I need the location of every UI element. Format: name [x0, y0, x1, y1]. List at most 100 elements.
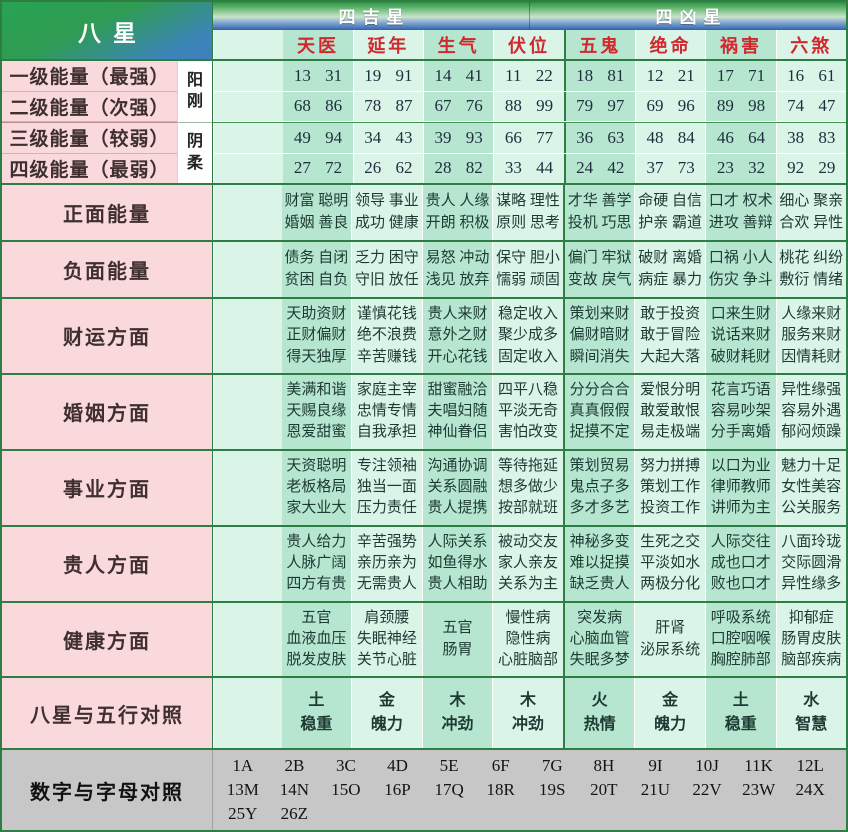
five-elements-values: 土 稳重金 魄力木 冲劲木 冲劲火 热情金 魄力土 稳重水 智慧: [212, 678, 847, 749]
energy-level-label: 四级能量（最弱）: [2, 153, 177, 183]
energy-number-pair: 36 63: [563, 123, 635, 153]
aspect-value-cell: 才华 善学 投机 巧思: [562, 185, 635, 240]
number-letter-pair: 16P: [384, 780, 411, 800]
aspect-value-cell: 破财 离婚 病症 暴力: [634, 242, 705, 297]
star-name-row: 天医 延年 生气 伏位 五鬼 绝命 祸害 六煞: [213, 29, 846, 59]
number-letter-label: 数字与字母对照: [30, 781, 184, 804]
aspect-label: 事业方面: [2, 450, 212, 525]
energy-number-pair: 14 41: [422, 61, 494, 91]
energy-number-pair: 17 71: [705, 61, 776, 91]
aspect-value-cell: 努力拼搏 策划工作 投资工作: [634, 450, 705, 525]
aspect-value-cell: 突发病 心脑血管 失眠多梦: [562, 602, 635, 677]
number-letter-pair: 4D: [387, 756, 408, 776]
aspect-label: 正面能量: [2, 185, 212, 240]
energy-number-pair: 74 47: [775, 91, 846, 121]
energy-number-pair: 16 61: [775, 61, 846, 91]
energy-value-row: 13 31 19 91 14 41 11 22 18 81 12 21 17 71 16 61: [213, 61, 846, 92]
aspect-value-cell: 天助资财 正财偏财 得天独厚: [281, 299, 352, 373]
energy-number-pair: 49 94: [283, 123, 353, 153]
auspicious-group-label: 四吉星: [338, 8, 411, 27]
number-letter-pair: 1A: [232, 756, 254, 776]
energy-number-pair: 18 81: [563, 61, 635, 91]
five-elements-row: 八星与五行对照 土 稳重金 魄力木 冲劲木 冲劲火 热情金 魄力土 稳重水 智慧: [2, 676, 847, 749]
aspect-value-cell: 被动交友 家人亲友 关系为主: [492, 526, 563, 601]
energy-number-pair: 78 87: [352, 91, 423, 121]
energy-section: 一级能量（最强） 二级能量（次强） 三级能量（较弱） 四级能量（最弱） 阳 刚 阴 柔…: [2, 59, 846, 183]
aspect-row: 婚姻方面 美满和谐 天赐良缘 恩爱甜蜜 家庭主宰 忠情专情 自我承担 甜蜜融洽 夫唱…: [2, 372, 847, 449]
aspect-value-cell: 领导 事业 成功 健康: [351, 185, 422, 240]
star-name-cell: 延年: [352, 30, 423, 59]
energy-value-row: 27 72 26 62 28 82 33 44 24 42 37 73 23 32 92 29: [213, 153, 846, 183]
aspect-value-cell: 策划来财 偏财暗财 瞬间消失: [562, 299, 635, 373]
star-name-cell: 天医: [283, 30, 353, 59]
number-letter-pair: 17Q: [434, 780, 464, 800]
energy-number-pair: 13 31: [283, 61, 353, 91]
table-title: 八星: [2, 2, 212, 59]
aspect-value-row: 贵人给力 人脉广阔 四方有贵 辛苦强势 亲历亲为 无需贵人 人际关系 如鱼得水 贵人…: [212, 526, 847, 601]
aspect-value-cell: 债务 自闭 贫困 自负: [281, 242, 352, 297]
aspect-value-cell: 人际关系 如鱼得水 贵人相助: [421, 526, 493, 601]
star-name-cell: 伏位: [493, 30, 564, 59]
yin-yang-column: 阳 刚 阴 柔: [177, 61, 212, 183]
energy-number-pair: 19 91: [352, 61, 423, 91]
yin-rou-label: 阴 柔: [186, 133, 203, 172]
number-letter-pair: 2B: [284, 756, 305, 776]
energy-level-label: 三级能量（较弱）: [2, 122, 177, 154]
aspect-value-cell: 天资聪明 老板格局 家大业大: [281, 450, 352, 525]
energy-number-pair: 38 83: [775, 123, 846, 153]
aspect-value-cell: 命硬 自信 护亲 霸道: [634, 185, 705, 240]
aspect-label: 婚姻方面: [2, 374, 212, 449]
energy-number-pair: 88 99: [493, 91, 564, 121]
aspect-value-cell: 口祸 小人 伤灾 争斗: [704, 242, 776, 297]
aspect-value-cell: 财富 聪明 婚姻 善良: [281, 185, 352, 240]
aspect-value-cell: 人缘来财 服务来财 因情耗财: [775, 299, 847, 373]
aspect-value-cell: 谋略 理性 原则 思考: [492, 185, 563, 240]
number-letter-pair: 26Z: [280, 804, 309, 824]
number-letter-pair: 20T: [590, 780, 618, 800]
number-letter-pair: 23W: [742, 780, 776, 800]
number-letter-pair: 18R: [486, 780, 515, 800]
aspect-value-cell: 魅力十足 女性美容 公关服务: [775, 450, 847, 525]
number-letter-pair: 3C: [336, 756, 356, 776]
energy-number-pair: 34 43: [352, 123, 423, 153]
number-letter-pair: 8H: [593, 756, 615, 776]
aspect-value-cell: 等待拖延 想多做少 按部就班: [492, 450, 563, 525]
five-element-cell: 水 智慧: [775, 678, 847, 749]
energy-number-pair: 79 97: [563, 91, 635, 121]
aspect-row: 事业方面 天资聪明 老板格局 家大业大 专注领袖 独当一面 压力责任 沟通协调 关系…: [2, 448, 847, 525]
energy-number-pair: 23 32: [705, 153, 776, 183]
energy-number-pair: 39 93: [422, 123, 494, 153]
aspect-value-cell: 敢于投资 敢于冒险 大起大落: [634, 299, 705, 373]
five-elements-label: 八星与五行对照: [2, 678, 212, 749]
energy-level-label: 二级能量（次强）: [2, 91, 177, 122]
five-element-cell: 木 冲劲: [421, 678, 493, 749]
energy-number-pair: 24 42: [563, 153, 635, 183]
number-letter-pair: 14N: [279, 780, 309, 800]
aspect-value-cell: 乏力 困守 守旧 放任: [351, 242, 422, 297]
five-element-cell: 土 稳重: [281, 678, 352, 749]
energy-number-pair: 48 84: [634, 123, 706, 153]
five-element-cell: 金 魄力: [351, 678, 422, 749]
number-letter-pair: 11K: [744, 756, 773, 776]
energy-number-pair: 12 21: [634, 61, 706, 91]
star-name-cell: 生气: [422, 30, 494, 59]
energy-number-pair: 11 22: [493, 61, 564, 91]
number-letter-pair: 10J: [695, 756, 719, 776]
energy-values: 13 31 19 91 14 41 11 22 18 81 12 21 17 71 16 61…: [212, 61, 846, 183]
aspect-value-cell: 分分合合 真真假假 捉摸不定: [562, 374, 635, 449]
energy-level-labels: 一级能量（最强） 二级能量（次强） 三级能量（较弱） 四级能量（最弱）: [2, 61, 177, 183]
energy-number-pair: 92 29: [775, 153, 846, 183]
aspect-value-cell: 爱恨分明 敢爱敢恨 易走极端: [634, 374, 705, 449]
five-element-cell: 土 稳重: [704, 678, 776, 749]
star-group-band: 四吉星 四凶星: [213, 2, 846, 29]
aspect-value-cell: 四平八稳 平淡无奇 害怕改变: [492, 374, 563, 449]
number-letter-pair: 6F: [491, 756, 510, 776]
energy-number-pair: 89 98: [705, 91, 776, 121]
energy-number-pair: 66 77: [493, 123, 564, 153]
aspect-value-cell: 辛苦强势 亲历亲为 无需贵人: [351, 526, 422, 601]
energy-number-pair: 46 64: [705, 123, 776, 153]
energy-number-pair: 37 73: [634, 153, 706, 183]
aspect-value-cell: 五官 血液血压 脱发皮肤: [281, 602, 352, 677]
aspect-value-row: 天资聪明 老板格局 家大业大 专注领袖 独当一面 压力责任 沟通协调 关系圆融 贵人…: [212, 450, 847, 525]
